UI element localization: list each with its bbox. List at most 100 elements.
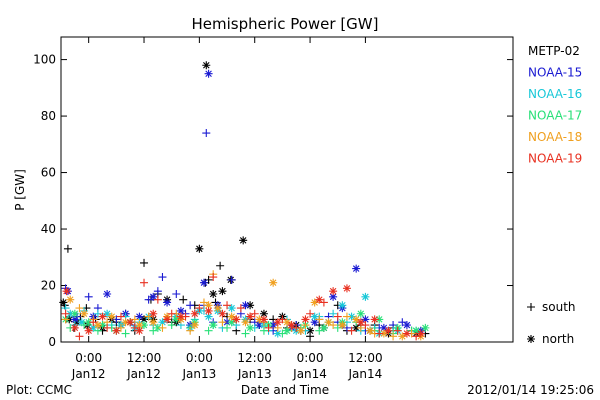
north-point xyxy=(140,315,149,324)
north-point xyxy=(296,326,305,335)
south-point xyxy=(75,332,84,341)
north-point xyxy=(176,306,185,315)
y-tick-label: 20 xyxy=(41,279,56,293)
south-point xyxy=(241,329,250,338)
south-point xyxy=(80,321,89,330)
south-point xyxy=(375,329,384,338)
series-noaa-19 xyxy=(61,273,425,341)
south-point xyxy=(149,326,158,335)
north-point xyxy=(370,315,379,324)
north-point xyxy=(375,315,384,324)
south-point xyxy=(202,129,211,138)
north-point xyxy=(89,323,98,332)
north-point xyxy=(209,289,218,298)
north-point xyxy=(310,298,319,307)
south-point xyxy=(153,287,162,296)
south-point xyxy=(412,332,421,341)
north-point xyxy=(310,318,319,327)
x-tick-date: Jan12 xyxy=(126,367,161,381)
south-point xyxy=(361,321,370,330)
north-marker-symbol xyxy=(527,335,535,343)
south-point xyxy=(144,312,153,321)
south-point xyxy=(209,273,218,282)
north-point xyxy=(255,321,264,330)
south-point xyxy=(140,258,149,267)
south-point xyxy=(315,326,324,335)
south-marker-label: south xyxy=(542,300,576,314)
north-point xyxy=(176,312,185,321)
south-point xyxy=(218,318,227,327)
north-point xyxy=(190,321,199,330)
x-tick-time: 12:00 xyxy=(127,351,162,365)
north-point xyxy=(66,295,75,304)
north-point xyxy=(241,318,250,327)
north-point xyxy=(66,309,75,318)
north-point xyxy=(93,321,102,330)
north-point xyxy=(315,295,324,304)
y-tick-label: 80 xyxy=(41,109,56,123)
south-point xyxy=(223,301,232,310)
north-point xyxy=(255,315,264,324)
north-point xyxy=(227,312,236,321)
data-markers xyxy=(59,61,430,341)
north-point xyxy=(329,292,338,301)
legend-entry-noaa-16: NOAA-16 xyxy=(528,87,582,101)
x-tick-time: 0:00 xyxy=(186,351,213,365)
south-point xyxy=(306,309,315,318)
north-point xyxy=(172,315,181,324)
north-point xyxy=(361,315,370,324)
north-point xyxy=(352,264,361,273)
series-noaa-15 xyxy=(61,69,425,338)
south-point xyxy=(63,244,72,253)
south-point xyxy=(158,323,167,332)
north-point xyxy=(301,315,310,324)
north-point xyxy=(259,315,268,324)
south-point xyxy=(186,301,195,310)
north-point xyxy=(356,318,365,327)
chart-title: Hemispheric Power [GW] xyxy=(192,15,379,33)
south-point xyxy=(333,312,342,321)
south-point xyxy=(259,326,268,335)
footer-credit: Plot: CCMC xyxy=(6,383,72,397)
south-point xyxy=(393,326,402,335)
x-axis-label: Date and Time xyxy=(241,383,329,397)
north-point xyxy=(379,323,388,332)
north-point xyxy=(135,321,144,330)
north-point xyxy=(239,236,248,245)
north-point xyxy=(70,323,79,332)
north-point xyxy=(241,301,250,310)
north-point xyxy=(149,309,158,318)
north-point xyxy=(70,315,79,324)
north-point xyxy=(338,321,347,330)
north-point xyxy=(223,318,232,327)
north-point xyxy=(329,287,338,296)
north-point xyxy=(153,323,162,332)
south-point xyxy=(329,309,338,318)
south-point xyxy=(172,289,181,298)
north-point xyxy=(379,329,388,338)
x-tick-time: 12:00 xyxy=(348,351,383,365)
south-point xyxy=(223,323,232,332)
south-point xyxy=(333,323,342,332)
north-point xyxy=(338,301,347,310)
legend-entry-noaa-19: NOAA-19 xyxy=(528,152,582,166)
north-point xyxy=(246,312,255,321)
north-point xyxy=(259,309,268,318)
north-point xyxy=(366,326,375,335)
south-point xyxy=(195,304,204,313)
north-point xyxy=(398,332,407,341)
north-point xyxy=(121,318,130,327)
north-point xyxy=(163,315,172,324)
south-point xyxy=(216,261,225,270)
north-point xyxy=(103,289,112,298)
north-point xyxy=(204,306,213,315)
y-axis-label: P [GW] xyxy=(13,169,27,211)
south-point xyxy=(116,323,125,332)
north-point xyxy=(246,301,255,310)
y-tick-label: 60 xyxy=(41,166,56,180)
south-symbol xyxy=(527,303,535,311)
north-point xyxy=(416,329,425,338)
north-point xyxy=(202,61,211,70)
north-point xyxy=(80,309,89,318)
legend-entry-metp-02: METP-02 xyxy=(528,44,580,58)
